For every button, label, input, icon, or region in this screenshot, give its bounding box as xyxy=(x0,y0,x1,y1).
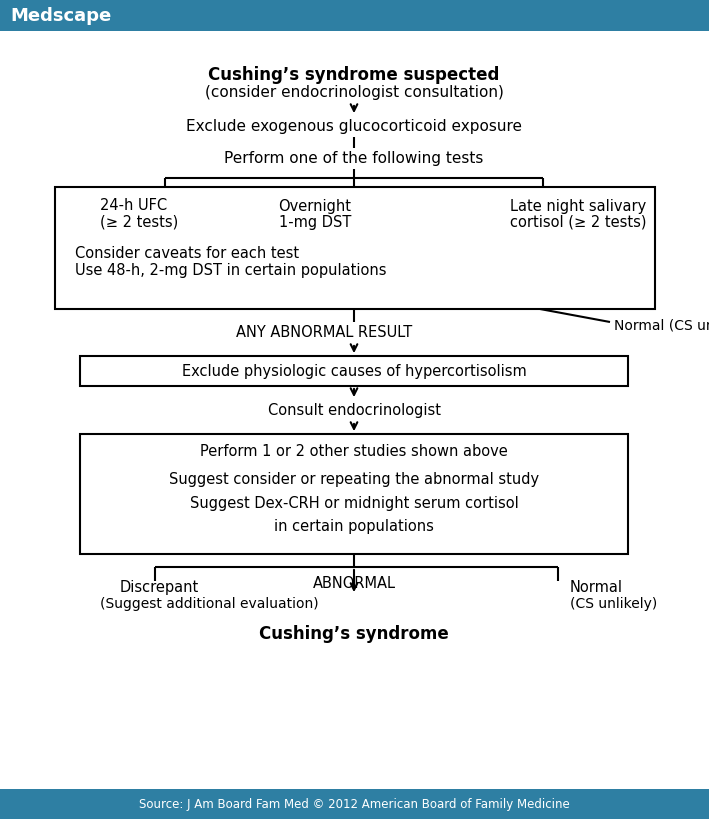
Text: Suggest Dex-CRH or midnight serum cortisol: Suggest Dex-CRH or midnight serum cortis… xyxy=(189,495,518,511)
Text: (CS unlikely): (CS unlikely) xyxy=(570,596,657,610)
Text: (consider endocrinologist consultation): (consider endocrinologist consultation) xyxy=(205,85,503,101)
Text: cortisol (≥ 2 tests): cortisol (≥ 2 tests) xyxy=(510,215,647,229)
Text: 24-h UFC: 24-h UFC xyxy=(100,198,167,213)
Text: Overnight: Overnight xyxy=(279,198,352,213)
Text: ABNORMAL: ABNORMAL xyxy=(313,576,396,590)
Text: Suggest consider or repeating the abnormal study: Suggest consider or repeating the abnorm… xyxy=(169,472,539,487)
Text: Cushing’s syndrome: Cushing’s syndrome xyxy=(259,624,449,642)
Text: Normal (CS unlikely): Normal (CS unlikely) xyxy=(614,319,709,333)
Text: Exclude exogenous glucocorticoid exposure: Exclude exogenous glucocorticoid exposur… xyxy=(186,120,522,134)
Text: ANY ABNORMAL RESULT: ANY ABNORMAL RESULT xyxy=(236,325,412,340)
Text: Perform 1 or 2 other studies shown above: Perform 1 or 2 other studies shown above xyxy=(200,444,508,459)
Text: 1-mg DST: 1-mg DST xyxy=(279,215,351,229)
Text: Perform one of the following tests: Perform one of the following tests xyxy=(224,152,484,166)
Text: Medscape: Medscape xyxy=(10,7,111,25)
Text: Normal: Normal xyxy=(570,580,623,595)
Text: Consider caveats for each test: Consider caveats for each test xyxy=(75,247,299,261)
Text: Late night salivary: Late night salivary xyxy=(510,198,646,213)
Bar xyxy=(80,434,628,554)
Text: Exclude physiologic causes of hypercortisolism: Exclude physiologic causes of hypercorti… xyxy=(182,364,526,379)
Bar xyxy=(80,356,628,387)
Text: Discrepant: Discrepant xyxy=(120,580,199,595)
Text: Source: J Am Board Fam Med © 2012 American Board of Family Medicine: Source: J Am Board Fam Med © 2012 Americ… xyxy=(139,798,569,811)
Text: Use 48-h, 2-mg DST in certain populations: Use 48-h, 2-mg DST in certain population… xyxy=(75,263,386,278)
Text: Consult endocrinologist: Consult endocrinologist xyxy=(267,403,440,418)
Text: Cushing’s syndrome suspected: Cushing’s syndrome suspected xyxy=(208,66,500,84)
Text: (Suggest additional evaluation): (Suggest additional evaluation) xyxy=(100,596,318,610)
Bar xyxy=(55,188,655,310)
Text: in certain populations: in certain populations xyxy=(274,518,434,533)
Text: (≥ 2 tests): (≥ 2 tests) xyxy=(100,215,178,229)
Bar xyxy=(0,0,709,32)
Bar xyxy=(0,789,709,819)
